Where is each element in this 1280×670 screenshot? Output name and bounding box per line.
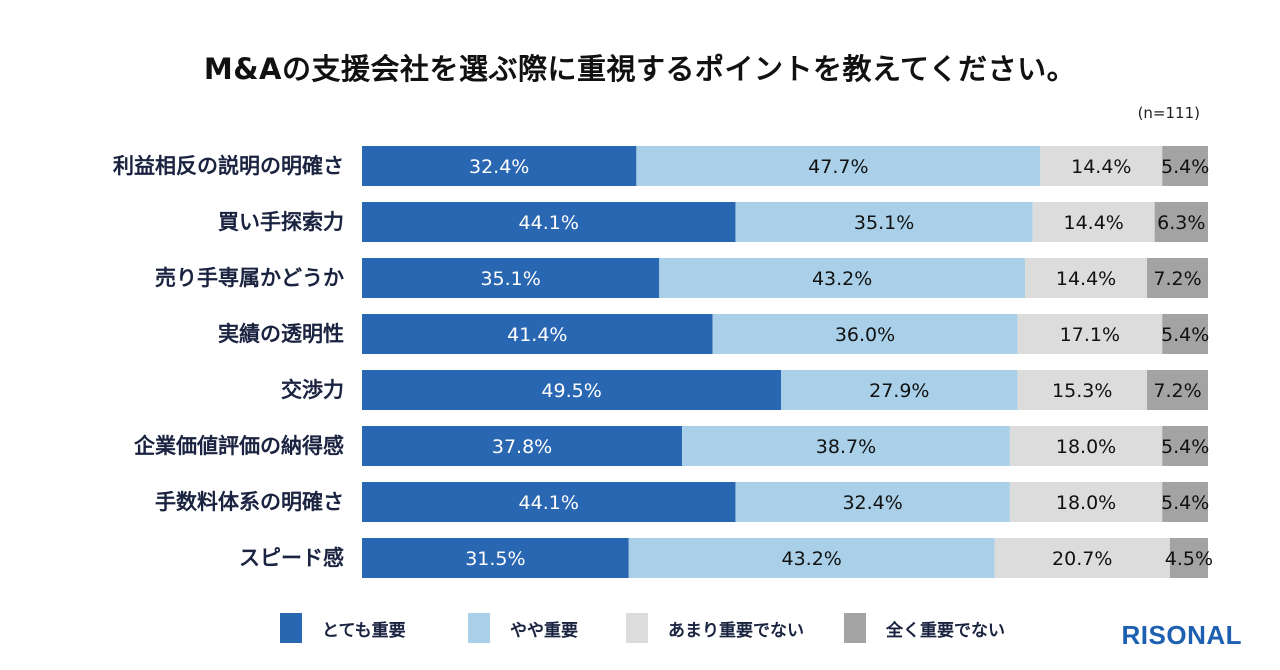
category-label: 交渉力 bbox=[281, 378, 344, 402]
category-label: 買い手探索力 bbox=[218, 210, 344, 234]
data-label: 36.0% bbox=[835, 324, 895, 346]
bar-segment bbox=[1154, 202, 1208, 242]
bar-segment bbox=[1162, 426, 1208, 466]
bar-segment bbox=[362, 538, 629, 578]
bar-segment bbox=[781, 370, 1018, 410]
legend-item: 全く重要でない bbox=[844, 613, 1024, 643]
category-label: 企業価値評価の納得感 bbox=[133, 434, 344, 458]
sample-size-note: (n=111) bbox=[1137, 104, 1200, 122]
bar-segment bbox=[636, 146, 1041, 186]
data-label: 35.1% bbox=[480, 268, 540, 290]
data-label: 27.9% bbox=[869, 380, 929, 402]
data-label: 5.4% bbox=[1161, 436, 1209, 458]
bar-segment bbox=[1162, 146, 1208, 186]
legend-swatch bbox=[280, 613, 302, 643]
bar-segment bbox=[362, 202, 736, 242]
data-label: 14.4% bbox=[1064, 212, 1124, 234]
data-label: 14.4% bbox=[1056, 268, 1116, 290]
data-label: 32.4% bbox=[469, 156, 529, 178]
bar-segment bbox=[362, 370, 782, 410]
data-label: 44.1% bbox=[519, 212, 579, 234]
category-label: スピード感 bbox=[239, 546, 344, 570]
legend-item: やや重要 bbox=[468, 613, 626, 643]
bar-segment bbox=[1025, 258, 1148, 298]
bar-segment bbox=[628, 538, 995, 578]
data-label: 18.0% bbox=[1056, 492, 1116, 514]
bar-segment bbox=[1017, 314, 1163, 354]
bar-segment bbox=[682, 426, 1010, 466]
data-label: 6.3% bbox=[1157, 212, 1205, 234]
data-label: 49.5% bbox=[541, 380, 601, 402]
bar-segment bbox=[659, 258, 1026, 298]
data-label: 31.5% bbox=[465, 548, 525, 570]
data-label: 43.2% bbox=[812, 268, 872, 290]
legend-label: やや重要 bbox=[510, 620, 578, 641]
data-label: 5.4% bbox=[1161, 324, 1209, 346]
data-label: 17.1% bbox=[1060, 324, 1120, 346]
legend-swatch bbox=[844, 613, 866, 643]
data-label: 14.4% bbox=[1071, 156, 1131, 178]
category-label: 実績の透明性 bbox=[218, 322, 344, 346]
bar-segment bbox=[1147, 258, 1208, 298]
data-label: 7.2% bbox=[1153, 268, 1201, 290]
data-label: 47.7% bbox=[808, 156, 868, 178]
data-label: 35.1% bbox=[854, 212, 914, 234]
data-label: 38.7% bbox=[816, 436, 876, 458]
data-label: 18.0% bbox=[1056, 436, 1116, 458]
bar-segment bbox=[362, 314, 713, 354]
legend-label: 全く重要でない bbox=[886, 620, 1005, 641]
bar-segment bbox=[1009, 426, 1163, 466]
bar-segment bbox=[735, 482, 1010, 522]
data-label: 41.4% bbox=[507, 324, 567, 346]
bar-segment bbox=[1009, 482, 1163, 522]
bar-segment bbox=[1162, 482, 1208, 522]
data-label: 4.5% bbox=[1165, 548, 1213, 570]
legend-label: あまり重要でない bbox=[668, 620, 804, 641]
bar-segment bbox=[362, 426, 683, 466]
legend-item: あまり重要でない bbox=[626, 613, 844, 643]
bar-segment bbox=[362, 258, 660, 298]
risonal-logo: RISONAL bbox=[1121, 620, 1242, 650]
legend-label: とても重要 bbox=[322, 620, 406, 641]
data-label: 37.8% bbox=[492, 436, 552, 458]
bar-segment bbox=[1162, 314, 1208, 354]
data-label: 32.4% bbox=[842, 492, 902, 514]
legend-swatch bbox=[468, 613, 490, 643]
stacked-bar-chart: 利益相反の説明の明確さ 32.4% 47.7% 14.4% 5.4% 買い手探索力 44.1… bbox=[113, 146, 1213, 578]
data-label: 15.3% bbox=[1052, 380, 1112, 402]
bar-segment bbox=[1147, 370, 1208, 410]
bar-segment bbox=[1017, 370, 1148, 410]
data-label: 20.7% bbox=[1052, 548, 1112, 570]
bar-segment bbox=[362, 146, 637, 186]
data-label: 43.2% bbox=[782, 548, 842, 570]
category-label: 売り手専属かどうか bbox=[155, 266, 344, 290]
bar-segment bbox=[362, 482, 736, 522]
legend-item: とても重要 bbox=[280, 613, 468, 643]
legend: とても重要 やや重要 あまり重要でない 全く重要でない bbox=[280, 613, 1024, 643]
bar-segment bbox=[1032, 202, 1155, 242]
bar-segment bbox=[994, 538, 1170, 578]
data-label: 7.2% bbox=[1153, 380, 1201, 402]
bar-segment bbox=[712, 314, 1018, 354]
category-label: 手数料体系の明確さ bbox=[155, 490, 344, 514]
chart-title: M&Aの支援会社を選ぶ際に重視するポイントを教えてください。 bbox=[203, 52, 1077, 86]
legend-swatch bbox=[626, 613, 648, 643]
data-label: 5.4% bbox=[1161, 492, 1209, 514]
data-label: 5.4% bbox=[1161, 156, 1209, 178]
data-label: 44.1% bbox=[519, 492, 579, 514]
category-label: 利益相反の説明の明確さ bbox=[113, 154, 344, 178]
bar-segment bbox=[1040, 146, 1163, 186]
bar-segment bbox=[735, 202, 1033, 242]
bar-segment bbox=[1169, 538, 1208, 578]
